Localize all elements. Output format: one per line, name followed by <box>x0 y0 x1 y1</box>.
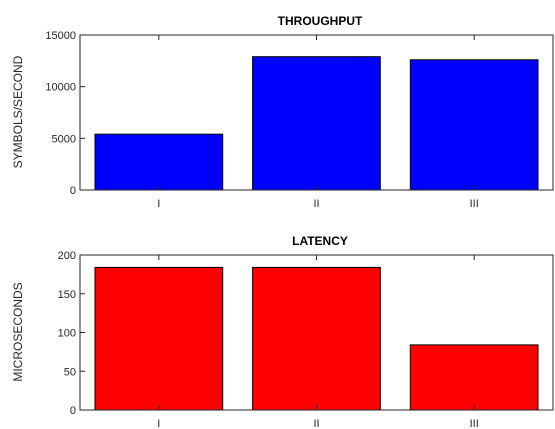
throughput-x-tick-label: I <box>157 198 160 210</box>
throughput-x-tick-label: II <box>313 198 319 210</box>
throughput-y-tick-label: 0 <box>70 185 76 197</box>
throughput-y-tick-label: 10000 <box>45 82 76 94</box>
latency-x-tick-label: II <box>313 418 319 429</box>
throughput-x-tick-label: III <box>470 198 479 210</box>
throughput-bar-i <box>94 133 224 191</box>
throughput-bars <box>94 56 539 191</box>
throughput-y-axis-label: SYMBOLS/SECOND <box>11 55 25 168</box>
latency-bar-ii <box>252 266 381 411</box>
latency-bars <box>94 266 539 411</box>
latency-y-tick-label: 0 <box>70 405 76 417</box>
latency-bar-i <box>94 266 224 411</box>
latency-y-axis-label: MICROSECONDS <box>11 282 25 381</box>
latency-y-tick-label: 150 <box>58 289 76 301</box>
throughput-bar-iii <box>409 59 539 191</box>
throughput-y-tick-label: 5000 <box>52 133 76 145</box>
latency-x-tick-label: III <box>470 418 479 429</box>
throughput-title: THROUGHPUT <box>278 14 363 28</box>
latency-y-tick-label: 100 <box>58 328 76 340</box>
throughput-y-tick-label: 15000 <box>45 30 76 42</box>
latency-title: LATENCY <box>292 234 348 248</box>
latency-y-tick-label: 50 <box>64 366 76 378</box>
latency-x-tick-label: I <box>157 418 160 429</box>
throughput-chart: THROUGHPUT SYMBOLS/SECOND 0 5000 10000 1500… <box>11 14 554 210</box>
latency-bar-iii <box>409 344 539 411</box>
latency-y-tick-label: 200 <box>58 250 76 262</box>
throughput-bar-ii <box>252 56 381 191</box>
